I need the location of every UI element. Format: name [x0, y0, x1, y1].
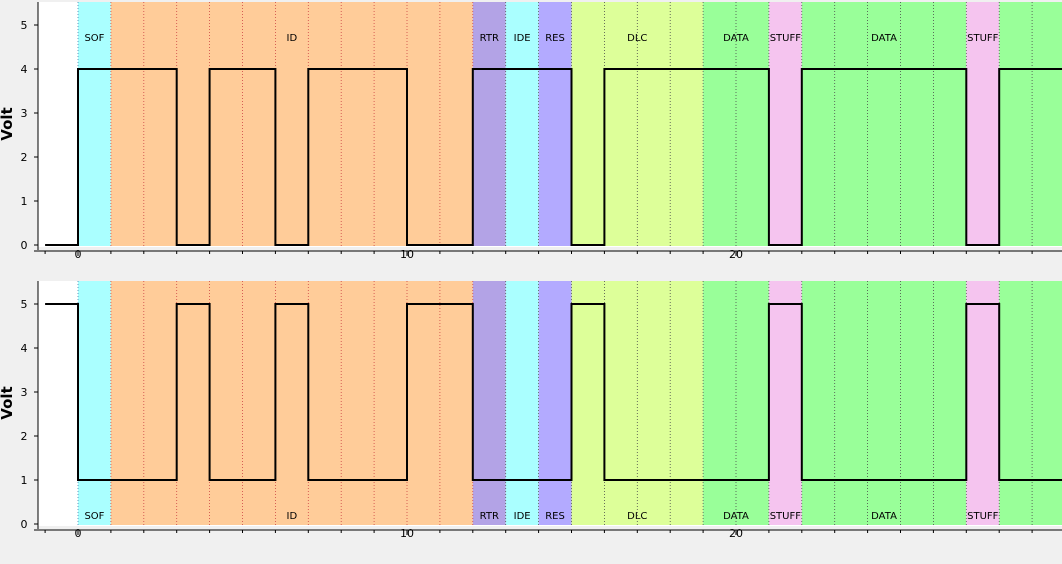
y-tick-label: 3 [21, 386, 28, 399]
field-label-id: ID [287, 33, 298, 44]
field-label-stuff: STUFF [770, 33, 802, 44]
y-tick-label: 4 [21, 63, 28, 76]
field-label-id: ID [287, 511, 298, 522]
field-label-rtr: RTR [480, 511, 499, 522]
field-label-dlc: DLC [627, 511, 647, 522]
y-tick-label: 1 [21, 474, 28, 487]
field-band-data [801, 281, 967, 525]
field-label-rtr: RTR [480, 33, 499, 44]
field-label-res: RES [545, 33, 565, 44]
field-band-sof [78, 281, 111, 525]
y-tick-label: 4 [21, 342, 28, 355]
field-label-stuff: STUFF [967, 511, 999, 522]
field-band-data [703, 2, 769, 246]
signal-series-line [45, 68, 1062, 246]
y-tick-label: 5 [21, 298, 28, 311]
field-label-data: DATA [871, 511, 897, 522]
field-band-ide [505, 281, 539, 525]
field-label-ide: IDE [514, 511, 531, 522]
field-band-id [110, 281, 473, 525]
y-axis-title: Volt [0, 386, 16, 419]
field-band-dlc [571, 281, 704, 525]
field-band-ide [505, 2, 539, 246]
field-band-res [538, 2, 572, 246]
field-label-data: DATA [723, 511, 749, 522]
field-band-stuff [966, 2, 1000, 246]
field-band-rtr [472, 281, 506, 525]
field-label-ide: IDE [514, 33, 531, 44]
field-band-data [999, 2, 1062, 246]
x-tick-label: 20 [729, 527, 743, 540]
y-tick-label: 3 [21, 107, 28, 120]
field-band-stuff [768, 2, 802, 246]
field-label-sof: SOF [84, 511, 104, 522]
field-label-stuff: STUFF [967, 33, 999, 44]
field-band-data [801, 2, 967, 246]
x-tick-label: 10 [400, 527, 414, 540]
x-tick-label: 0 [75, 248, 82, 261]
field-label-res: RES [545, 511, 565, 522]
field-band-stuff [966, 281, 1000, 525]
field-band-rtr [472, 2, 506, 246]
signal-series-line [45, 303, 1062, 481]
field-label-stuff: STUFF [770, 511, 802, 522]
field-band-sof [78, 2, 111, 246]
field-label-sof: SOF [84, 33, 104, 44]
can-high-panel: SOF ID RTR IDE RES DLC DATA STUFF DATA STUFF01234… [0, 2, 1062, 261]
field-label-data: DATA [871, 33, 897, 44]
y-axis-title: Volt [0, 107, 16, 140]
field-band-stuff [768, 281, 802, 525]
y-tick-label: 2 [21, 430, 28, 443]
x-tick-label: 0 [75, 527, 82, 540]
x-tick-label: 20 [729, 248, 743, 261]
field-band-id [110, 2, 473, 246]
can-low-panel: SOF ID RTR IDE RES DLC DATA STUFF DATA STUFF 0 1 2 3 4… [0, 281, 1062, 540]
y-tick-label: 0 [21, 518, 28, 531]
y-tick-label: 5 [21, 19, 28, 32]
y-tick-label: 1 [21, 195, 28, 208]
y-tick-label: 0 [21, 239, 28, 252]
x-tick-label: 10 [400, 248, 414, 261]
y-tick-label: 2 [21, 151, 28, 164]
field-band-dlc [571, 2, 704, 246]
field-band-data [703, 281, 769, 525]
field-band-res [538, 281, 572, 525]
field-band-data [999, 281, 1062, 525]
